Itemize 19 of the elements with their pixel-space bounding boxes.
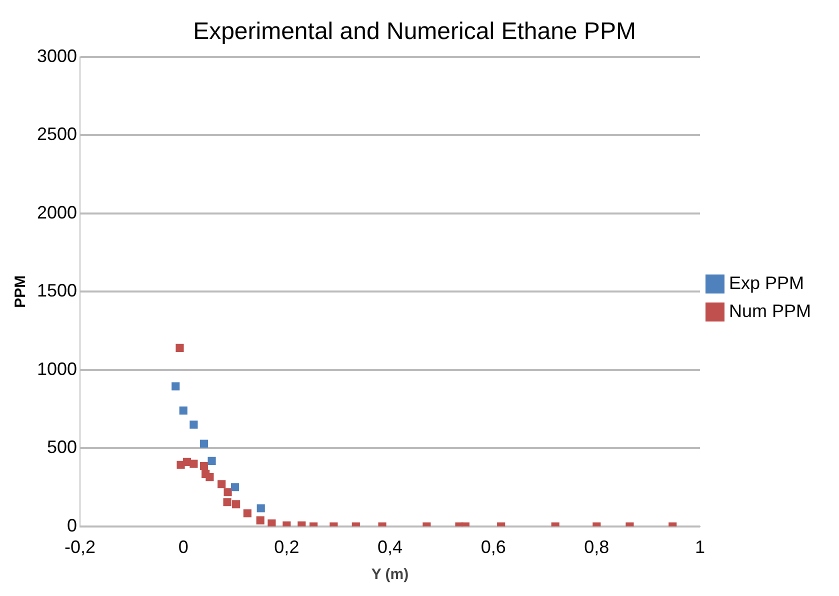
y-tick-label: 1500 [36, 280, 78, 301]
chart-title: Experimental and Numerical Ethane PPM [193, 18, 636, 46]
x-tick-label: 0,6 [480, 537, 506, 558]
x-tick-label: 0,4 [378, 537, 403, 558]
x-tick-label: -0,2 [64, 537, 96, 558]
x-tick-label: 1 [694, 537, 705, 558]
legend-label: Exp PPM [728, 272, 804, 293]
legend-label: Num PPM [728, 300, 812, 321]
x-axis-title: Y (m) [371, 566, 409, 584]
y-tick-label: 1000 [36, 358, 78, 379]
y-tick-label: 0 [67, 515, 78, 536]
x-tick-label: 0,2 [274, 537, 300, 558]
y-axis-title: PPM [12, 275, 30, 308]
y-tick-label: 3000 [36, 46, 78, 66]
y-tick-label: 500 [46, 437, 78, 458]
x-tick-label: 0 [178, 537, 188, 558]
x-tick-label: 0,8 [584, 537, 610, 558]
y-tick-label: 2000 [36, 202, 78, 222]
y-tick-label: 2500 [36, 124, 78, 144]
